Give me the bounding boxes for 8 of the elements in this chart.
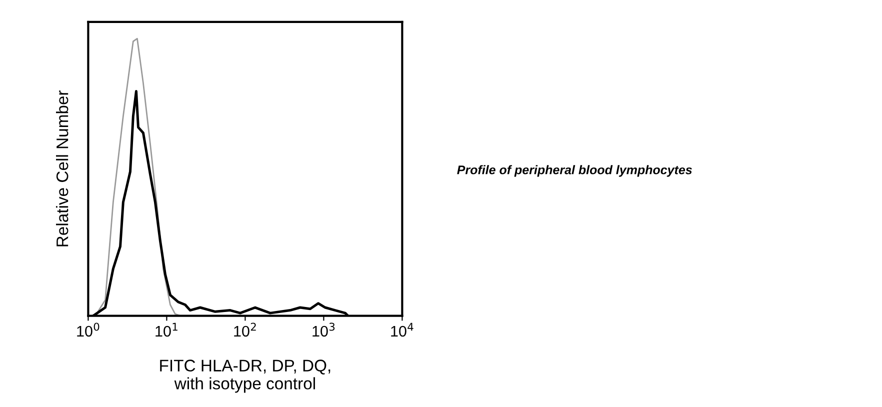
y-axis-title: Relative Cell Number bbox=[56, 90, 68, 246]
x-tick-label: 10$^{2}$ bbox=[234, 322, 256, 337]
x-axis-title: FITC HLA-DR, DP, DQ, with isotype control bbox=[160, 360, 330, 393]
x-tick-label: 10$^{4}$ bbox=[391, 322, 414, 337]
x-tick-label: 10$^{3}$ bbox=[312, 322, 335, 337]
text: Profile of peripheral blood lymphocytes bbox=[457, 165, 692, 177]
x-tick-label: 10$^{1}$ bbox=[156, 322, 178, 337]
x-tick-label: 10$^{0}$ bbox=[77, 322, 100, 337]
